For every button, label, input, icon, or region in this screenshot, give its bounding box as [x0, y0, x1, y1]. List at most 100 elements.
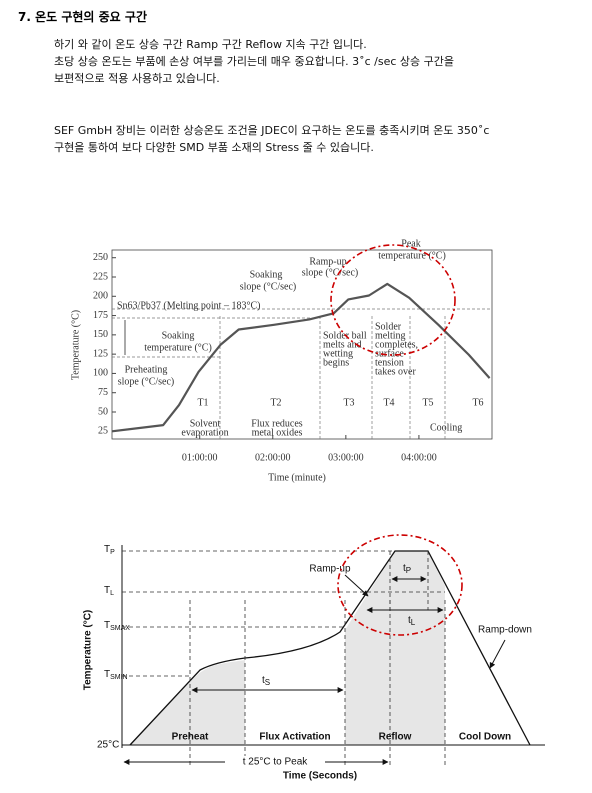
tl-label-main: t: [408, 615, 411, 626]
ramp-up-label: Ramp-up: [309, 564, 351, 575]
text-line: 초당 상승 온도는 부품에 손상 여부를 가리는데 매우 중요합니다. 3˚c …: [54, 55, 454, 68]
y-tick-label: 175: [93, 310, 108, 321]
annotation: takes over: [375, 366, 416, 377]
phase-label: Cool Down: [459, 732, 511, 743]
plot-frame: [111, 249, 493, 440]
x-axis-label: Time (Seconds): [283, 771, 357, 782]
highlight: [330, 244, 456, 356]
label-bg: [225, 756, 325, 768]
x-tick-label: 01:00:00: [182, 452, 218, 463]
arrow: [344, 574, 369, 597]
phase-label: Flux Activation: [259, 732, 330, 743]
annotation: Soaking: [250, 269, 283, 280]
annotation: Preheating: [125, 364, 168, 375]
annotation: T4: [383, 397, 394, 408]
text-line: 구현을 통하여 보다 다양한 SMD 부품 소재의 Stress 줄 수 있습니…: [54, 141, 374, 154]
tl-label: tL: [408, 615, 416, 627]
y-tick-label: 200: [93, 291, 108, 302]
level-label: TL: [104, 585, 114, 597]
annotation: temperature (°C): [378, 250, 446, 261]
y-axis-label: Temperature (°C): [70, 310, 81, 380]
annotation: slope (°C/sec): [118, 376, 174, 387]
level-label-sub: SMAX: [110, 625, 130, 632]
level-label-sub: SMIN: [110, 674, 128, 681]
phase-label: Reflow: [379, 732, 412, 743]
reflow-chart: 25 50 75 100 125 150 175 200 225 250 01:00:00 02:00…: [70, 238, 493, 483]
y-tick-label: 25: [98, 426, 108, 437]
level-label-sub: P: [110, 549, 115, 556]
heading: 7. 온도 구현의 중요 구간: [18, 10, 147, 24]
level-label-main: T: [104, 544, 110, 555]
text-line: SEF GmbH 장비는 이러한 상승온도 조건을 JDEC이 요구하는 온도를…: [54, 124, 490, 137]
annotation: completes,: [375, 339, 418, 350]
text-line: 보편적으로 적용 사용하고 있습니다.: [54, 72, 220, 85]
y-tick-label: 100: [93, 368, 108, 379]
preheat-shade: [190, 660, 245, 745]
annotation: Ramp-up: [309, 256, 346, 267]
y-tick-label: 225: [93, 271, 108, 282]
ts-label-sub: S: [265, 678, 270, 687]
tp-label: tP: [403, 563, 411, 575]
y-tick-label: 125: [93, 348, 108, 359]
annotation: evaporation: [181, 427, 228, 438]
profile-line: [111, 282, 491, 433]
y-tick-label: 150: [93, 329, 108, 340]
level-label: TSMAX: [104, 620, 130, 632]
annotation: Soaking: [162, 330, 195, 341]
level-label-sub: L: [110, 590, 114, 597]
tp-label-sub: P: [406, 566, 411, 575]
reflow-shade: [345, 551, 445, 745]
tl-label-sub: L: [411, 618, 416, 627]
annotation: metal oxides: [252, 427, 303, 438]
annotation: begins: [323, 357, 349, 368]
annotation: Solvent: [190, 418, 221, 429]
y-tick-label: 75: [98, 387, 108, 398]
phase-label: Preheat: [172, 732, 209, 743]
x-tick-label: 04:00:00: [401, 452, 437, 463]
annotation: wetting: [323, 348, 353, 359]
level-label-main: T: [104, 620, 110, 631]
level-label-main: T: [104, 585, 110, 596]
paragraph: 하기 와 같이 온도 상승 구간 Ramp 구간 Reflow 지속 구간 입니…: [54, 36, 454, 87]
annotation: Cooling: [430, 422, 462, 433]
profile-curve: [129, 550, 531, 746]
y-axis-label: Temperature (°C): [83, 610, 94, 691]
annotation: slope (°C/sec): [240, 281, 296, 292]
y-tick-label: 250: [93, 252, 108, 263]
annotation: surface: [375, 348, 404, 359]
paragraph: SEF GmbH 장비는 이러한 상승온도 조건을 JDEC이 요구하는 온도를…: [54, 122, 489, 156]
ts-label-main: t: [262, 675, 265, 686]
annotation: Solder: [375, 321, 402, 332]
level-label: TP: [104, 544, 115, 556]
annotation: T3: [343, 397, 354, 408]
ramp-down-label: Ramp-down: [478, 625, 532, 636]
arrow: [489, 639, 506, 669]
annotation: Sn63/Pb37 (Melting point – 183°C): [117, 300, 260, 311]
annotation: slope (°C/sec): [302, 267, 358, 278]
x-axis-label: Time (minute): [268, 472, 326, 483]
level-label: TSMIN: [104, 669, 128, 681]
annotation: T2: [270, 397, 281, 408]
ts-label: tS: [262, 675, 270, 687]
annotation: T5: [422, 397, 433, 408]
span-label: t 25°C to Peak: [243, 757, 309, 768]
annotation: melting: [375, 330, 406, 341]
annotation: melts and: [323, 339, 362, 350]
x-tick-label: 02:00:00: [255, 452, 291, 463]
text-line: 하기 와 같이 온도 상승 구간 Ramp 구간 Reflow 지속 구간 입니…: [54, 38, 367, 51]
annotation: temperature (°C): [144, 342, 212, 353]
level-label-main: T: [104, 669, 110, 680]
annotation: tension: [375, 357, 404, 368]
annotation: Flux reduces: [251, 418, 302, 429]
base-label: 25°C: [97, 740, 119, 751]
x-tick-label: 03:00:00: [328, 452, 364, 463]
annotation: T6: [472, 397, 483, 408]
annotation: T1: [197, 397, 208, 408]
y-tick-label: 50: [98, 406, 108, 417]
tp-label-main: t: [403, 563, 406, 574]
highlight: [337, 534, 463, 636]
annotation: Peak: [401, 238, 420, 249]
